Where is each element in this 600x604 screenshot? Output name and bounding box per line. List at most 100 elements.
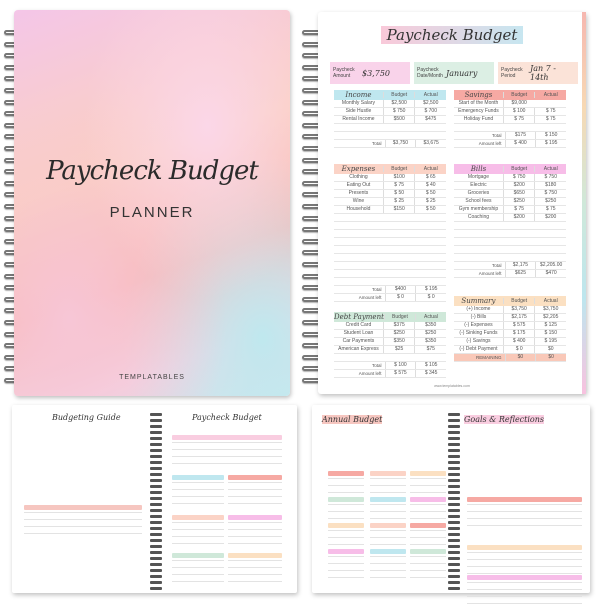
section-bar: [467, 545, 582, 550]
income-table: Income Budget Actual Monthly Salary $2,500 $2…: [334, 90, 446, 148]
section-bar: [228, 515, 282, 520]
spiral-coil: [150, 581, 162, 584]
header-label: Paycheck Amount: [333, 67, 355, 79]
spiral-coil: [150, 545, 162, 548]
divider: [228, 529, 282, 530]
spiral-coil: [150, 455, 162, 458]
divider: [467, 552, 582, 553]
thumbnail-guide-spread: Budgeting Guide Paycheck Budget: [12, 405, 297, 593]
table-row: (-) Debt Payment $ 0 $0: [454, 346, 566, 354]
spiral-coil: [448, 443, 460, 446]
table-row: [334, 262, 446, 270]
table-row: Side Hustle $ 750 $ 700: [334, 108, 446, 116]
divider: [328, 570, 364, 571]
total-row: Total $400 $ 195: [334, 286, 446, 294]
spiral-coil: [150, 575, 162, 578]
bills-table: Bills Budget Actual Mortgage $ 750 $ 750 Elect…: [454, 164, 566, 278]
section-bar: [24, 505, 142, 510]
planner-cover: Paycheck Budget PLANNER TEMPLATABLES: [14, 10, 290, 396]
table-row: Holiday Fund $ 75 $ 75: [454, 116, 566, 124]
divider: [172, 489, 224, 490]
table-row: Monthly Salary $2,500 $2,500: [334, 100, 446, 108]
divider: [328, 563, 364, 564]
spiral-coil: [448, 521, 460, 524]
section-bar: [172, 515, 224, 520]
table-row: [454, 124, 566, 132]
spiral-coil: [448, 479, 460, 482]
divider: [467, 559, 582, 560]
cover-title: Paycheck Budget: [46, 156, 259, 186]
divider: [467, 566, 582, 567]
spiral-coil: [150, 521, 162, 524]
divider: [410, 544, 446, 545]
divider: [24, 526, 142, 527]
section-bar: [172, 435, 282, 440]
divider: [328, 478, 364, 479]
spiral-coil: [150, 425, 162, 428]
divider: [228, 503, 282, 504]
annual-title: Annual Budget: [322, 415, 383, 424]
savings-table: Savings Budget Actual Start of the Month $9,…: [454, 90, 566, 148]
table-header: Summary Budget Actual: [454, 296, 566, 306]
divider: [370, 577, 406, 578]
footer-url: www.templatables.com: [434, 384, 470, 388]
divider: [172, 560, 224, 561]
spiral-coil: [150, 461, 162, 464]
table-row: Clothing $100 $ 65: [334, 174, 446, 182]
divider: [328, 485, 364, 486]
divider: [410, 511, 446, 512]
table-row: Presents $ 50 $ 50: [334, 190, 446, 198]
table-row: (-) Expenses $ 575 $ 125: [454, 322, 566, 330]
spiral-coil: [150, 431, 162, 434]
table-row: (-) Sinking Funds $ 175 $ 150: [454, 330, 566, 338]
section-bar: [370, 523, 406, 528]
section-title: Expenses: [341, 165, 376, 173]
divider: [228, 543, 282, 544]
divider: [467, 504, 582, 505]
spiral-coil: [150, 467, 162, 470]
section-title: Bills: [470, 165, 487, 173]
divider: [410, 556, 446, 557]
table-row: Start of the Month $9,000: [454, 100, 566, 108]
spiral-coil: [448, 575, 460, 578]
divider: [370, 478, 406, 479]
header-field: Paycheck Period Jan 7 - 14th: [498, 62, 578, 84]
spiral-coil: [150, 503, 162, 506]
table-header: Expenses Budget Actual: [334, 164, 446, 174]
spiral-coil: [150, 479, 162, 482]
spiral-coil: [448, 467, 460, 470]
header-value: $3,750: [362, 68, 390, 78]
divider: [370, 492, 406, 493]
section-title: Income: [345, 91, 372, 99]
divider: [467, 582, 582, 583]
section-bar: [228, 475, 282, 480]
guide-title: Budgeting Guide: [52, 413, 121, 422]
spiral-coil: [448, 527, 460, 530]
section-bar: [370, 497, 406, 502]
expenses-table: Expenses Budget Actual Clothing $100 $ 65 Eati…: [334, 164, 446, 302]
header-label: Paycheck Period: [501, 67, 523, 79]
divider: [370, 556, 406, 557]
divider: [410, 492, 446, 493]
spiral-coil: [448, 431, 460, 434]
section-bar: [172, 553, 224, 558]
section-bar: [172, 475, 224, 480]
divider: [228, 496, 282, 497]
divider: [410, 570, 446, 571]
spiral-coil: [448, 473, 460, 476]
table-row: Credit Card $375 $350: [334, 322, 446, 330]
spiral-coil: [448, 455, 460, 458]
spiral-coil: [448, 563, 460, 566]
divider: [172, 522, 224, 523]
cover-subtitle: PLANNER: [109, 204, 195, 221]
divider: [370, 563, 406, 564]
table-row: [454, 254, 566, 262]
divider: [172, 496, 224, 497]
divider: [410, 530, 446, 531]
table-row: [454, 222, 566, 230]
spiral-coil: [150, 437, 162, 440]
divider: [172, 581, 224, 582]
spiral-coil: [150, 497, 162, 500]
total-row: REMAINING $0 $0: [454, 354, 566, 362]
table-row: [334, 132, 446, 140]
